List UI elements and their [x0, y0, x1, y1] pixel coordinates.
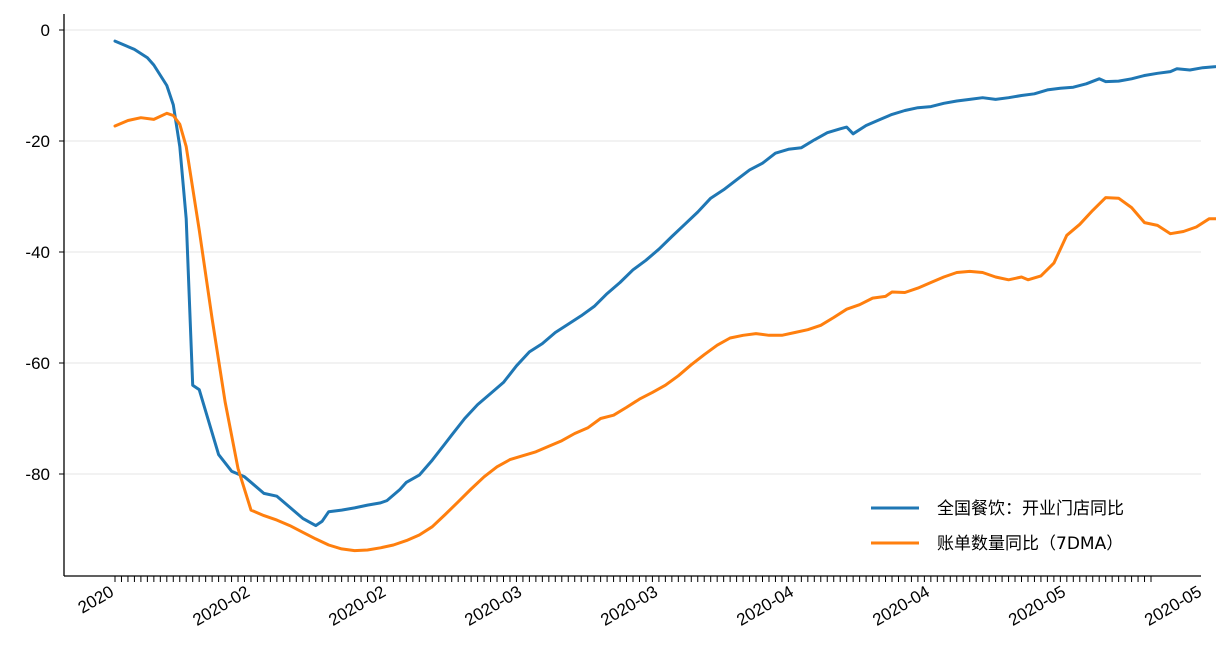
y-tick-label: -40 [25, 243, 50, 262]
series-line-2 [113, 111, 1216, 553]
x-tick-label: 2020-03 [597, 582, 661, 630]
y-ticks: 0 -20 -40 -60 -80 [25, 21, 64, 484]
legend: 全国餐饮：开业门店同比 账单数量同比（7DMA） [871, 499, 1124, 554]
y-tick-label: 0 [41, 21, 50, 40]
x-tick-label: 2020 [75, 582, 117, 617]
legend-label-series-2: 账单数量同比（7DMA） [937, 534, 1123, 554]
legend-label-series-1: 全国餐饮：开业门店同比 [937, 499, 1124, 519]
x-tick-label: 2020-02 [325, 582, 389, 630]
y-tick-label: -60 [25, 354, 50, 373]
y-tick-label: -80 [25, 465, 50, 484]
x-tick-label: 2020-02 [189, 582, 253, 630]
y-tick-label: -20 [25, 132, 50, 151]
series-lines [113, 39, 1216, 553]
gridlines [64, 29, 1201, 475]
x-ticks: 2020 2020-02 2020-02 2020-03 2020-03 2020-04 2… [75, 576, 1205, 630]
x-tick-label: 2020-05 [1141, 582, 1205, 630]
x-tick-label: 2020-05 [1005, 582, 1069, 630]
x-tick-label: 2020-03 [461, 582, 525, 630]
axes [63, 14, 1201, 577]
x-tick-label: 2020-04 [733, 582, 797, 630]
x-tick-label: 2020-04 [869, 582, 933, 630]
series-line-1 [113, 39, 1216, 528]
